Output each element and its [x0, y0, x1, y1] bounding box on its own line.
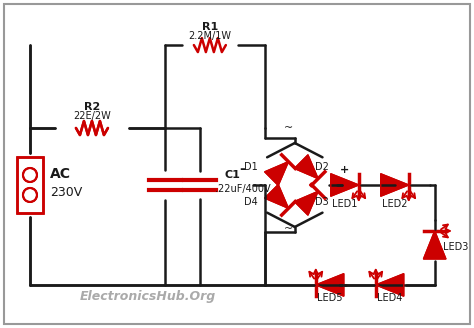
Bar [17, 157, 43, 213]
Text: LED5: LED5 [317, 293, 343, 303]
Text: .22uF/400V: .22uF/400V [215, 184, 271, 194]
Polygon shape [264, 185, 289, 208]
Polygon shape [264, 162, 289, 185]
Polygon shape [376, 274, 404, 296]
Polygon shape [381, 174, 409, 196]
Text: LED1: LED1 [332, 199, 357, 209]
Text: +: + [340, 165, 349, 175]
Text: 230V: 230V [50, 186, 82, 199]
Polygon shape [423, 231, 446, 259]
Text: -: - [239, 162, 245, 176]
Polygon shape [294, 155, 318, 179]
Text: AC: AC [50, 167, 71, 181]
Text: LED4: LED4 [377, 293, 402, 303]
Text: LED3: LED3 [443, 242, 468, 252]
Text: R1: R1 [202, 22, 218, 32]
Text: LED2: LED2 [382, 199, 408, 209]
Text: ElectronicsHub.Org: ElectronicsHub.Org [80, 290, 216, 303]
Polygon shape [294, 191, 318, 215]
Text: 2.2M/1W: 2.2M/1W [188, 31, 231, 41]
Text: R2: R2 [84, 102, 100, 112]
Text: ~: ~ [284, 123, 293, 133]
Polygon shape [331, 174, 359, 196]
Text: C1: C1 [225, 170, 241, 180]
Text: D2: D2 [315, 162, 328, 172]
Polygon shape [316, 274, 344, 296]
Text: D1: D1 [244, 162, 258, 172]
Text: ~: ~ [284, 224, 293, 234]
Text: D4: D4 [244, 197, 258, 207]
Bar [17, 157, 43, 213]
Text: D3: D3 [315, 197, 328, 207]
Text: 22E/2W: 22E/2W [73, 111, 111, 121]
